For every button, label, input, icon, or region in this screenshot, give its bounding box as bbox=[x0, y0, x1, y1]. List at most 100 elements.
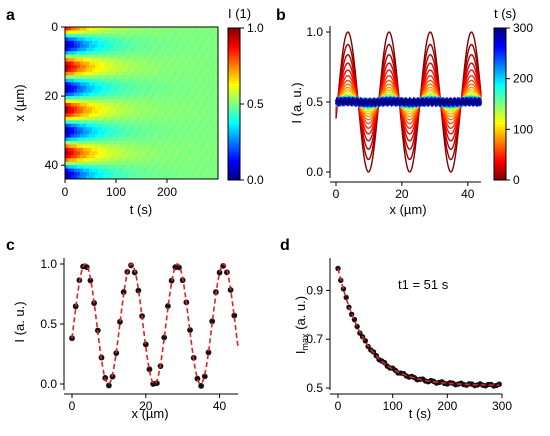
heatmap-cell bbox=[197, 103, 201, 107]
heatmap-cell bbox=[68, 165, 72, 170]
heatmap-cell bbox=[137, 172, 141, 176]
heatmap-cell bbox=[152, 168, 156, 173]
heatmap-cell bbox=[80, 165, 84, 170]
heatmap-y-label: x (µm) bbox=[12, 84, 27, 121]
heatmap-cell bbox=[170, 47, 174, 52]
heatmap-colorbar-segment bbox=[228, 78, 240, 82]
heatmap-cell bbox=[164, 134, 168, 138]
heatmap-cell bbox=[125, 120, 129, 125]
heatmap-cell bbox=[176, 109, 180, 114]
heatmap-cell bbox=[71, 65, 75, 69]
heatmap-cell bbox=[146, 116, 150, 121]
heatmap-cell bbox=[98, 75, 102, 80]
heatmap-cell bbox=[137, 51, 141, 56]
heatmap-cell bbox=[206, 54, 210, 59]
heatmap-cell bbox=[98, 144, 102, 149]
heatmap-cell bbox=[68, 92, 72, 97]
heatmap-cell bbox=[89, 103, 93, 107]
heatmap-cell bbox=[173, 123, 177, 128]
heatmap-cell bbox=[80, 85, 84, 90]
heatmap-cell bbox=[155, 103, 159, 107]
heatmap-cell bbox=[137, 161, 141, 166]
heatmap-cell bbox=[164, 120, 168, 125]
heatmap-cell bbox=[200, 75, 204, 80]
profile-colorbar-segment bbox=[494, 83, 506, 87]
heatmap-cell bbox=[113, 154, 117, 159]
heatmap-cell bbox=[125, 123, 129, 128]
heatmap-cell bbox=[92, 106, 96, 111]
heatmap-cell bbox=[125, 68, 129, 73]
heatmap-cell bbox=[131, 58, 135, 62]
heatmap-cell bbox=[92, 33, 96, 38]
heatmap-cell bbox=[188, 92, 192, 97]
heatmap-cell bbox=[155, 172, 159, 176]
heatmap-cell bbox=[170, 123, 174, 128]
heatmap-cell bbox=[71, 47, 75, 52]
heatmap-cell bbox=[140, 47, 144, 52]
heatmap-cell bbox=[173, 134, 177, 138]
heatmap-cell bbox=[113, 85, 117, 90]
heatmap-cell bbox=[164, 40, 168, 45]
heatmap-cell bbox=[83, 141, 87, 145]
heatmap-cell bbox=[65, 147, 69, 152]
heatmap-cell bbox=[122, 168, 126, 173]
heatmap-cell bbox=[131, 158, 135, 163]
heatmap-cell bbox=[83, 137, 87, 142]
heatmap-cell bbox=[140, 75, 144, 80]
heatmap-cell bbox=[80, 172, 84, 176]
heatmap-cell bbox=[152, 47, 156, 52]
heatmap-cell bbox=[173, 106, 177, 111]
heatmap-cell bbox=[188, 137, 192, 142]
heatmap-cell bbox=[167, 37, 171, 42]
heatmap-cell bbox=[209, 106, 213, 111]
heatmap-cell bbox=[143, 113, 147, 118]
heatmap-cell bbox=[146, 130, 150, 135]
heatmap-cell bbox=[188, 65, 192, 69]
heatmap-cell bbox=[77, 106, 81, 111]
heatmap-cell bbox=[191, 134, 195, 138]
heatmap-cell bbox=[116, 175, 120, 180]
heatmap-cell bbox=[137, 75, 141, 80]
heatmap-cell bbox=[119, 96, 123, 100]
heatmap-cell bbox=[134, 40, 138, 45]
heatmap-cell bbox=[194, 137, 198, 142]
heatmap-cell bbox=[113, 144, 117, 149]
heatmap-cell bbox=[137, 44, 141, 49]
heatmap-cell bbox=[176, 82, 180, 87]
heatmap-cell bbox=[113, 134, 117, 138]
heatmap-cell bbox=[131, 113, 135, 118]
heatmap-cell bbox=[152, 161, 156, 166]
heatmap-cell bbox=[161, 92, 165, 97]
heatmap-cell bbox=[161, 30, 165, 35]
profile-colorbar-segment bbox=[494, 149, 506, 153]
heatmap-cell bbox=[65, 123, 69, 128]
heatmap-cell bbox=[77, 61, 81, 66]
heatmap-cell bbox=[140, 30, 144, 35]
heatmap-cell bbox=[80, 127, 84, 132]
heatmap-cell bbox=[206, 44, 210, 49]
heatmap-cell bbox=[143, 27, 147, 31]
heatmap-cell bbox=[146, 175, 150, 180]
heatmap-cell bbox=[74, 27, 78, 31]
heatmap-cell bbox=[80, 65, 84, 69]
heatmap-colorbar-tick-label: 0.0 bbox=[247, 173, 264, 187]
heatmap-cell bbox=[137, 147, 141, 152]
heatmap-cell bbox=[86, 161, 90, 166]
heatmap-cell bbox=[137, 106, 141, 111]
heatmap-cell bbox=[86, 51, 90, 56]
heatmap-cell bbox=[131, 130, 135, 135]
profile-colorbar-segment bbox=[494, 96, 506, 100]
heatmap-cell bbox=[143, 172, 147, 176]
heatmap-cell bbox=[161, 65, 165, 69]
heatmap-cell bbox=[200, 82, 204, 87]
heatmap-cell bbox=[101, 71, 105, 76]
heatmap-cell bbox=[194, 123, 198, 128]
heatmap-cell bbox=[170, 154, 174, 159]
heatmap-cell bbox=[182, 120, 186, 125]
heatmap-cell bbox=[200, 120, 204, 125]
heatmap-cell bbox=[203, 30, 207, 35]
heatmap-cell bbox=[179, 89, 183, 94]
heatmap-cell bbox=[71, 116, 75, 121]
heatmap-cell bbox=[194, 58, 198, 62]
heatmap-cell bbox=[104, 158, 108, 163]
